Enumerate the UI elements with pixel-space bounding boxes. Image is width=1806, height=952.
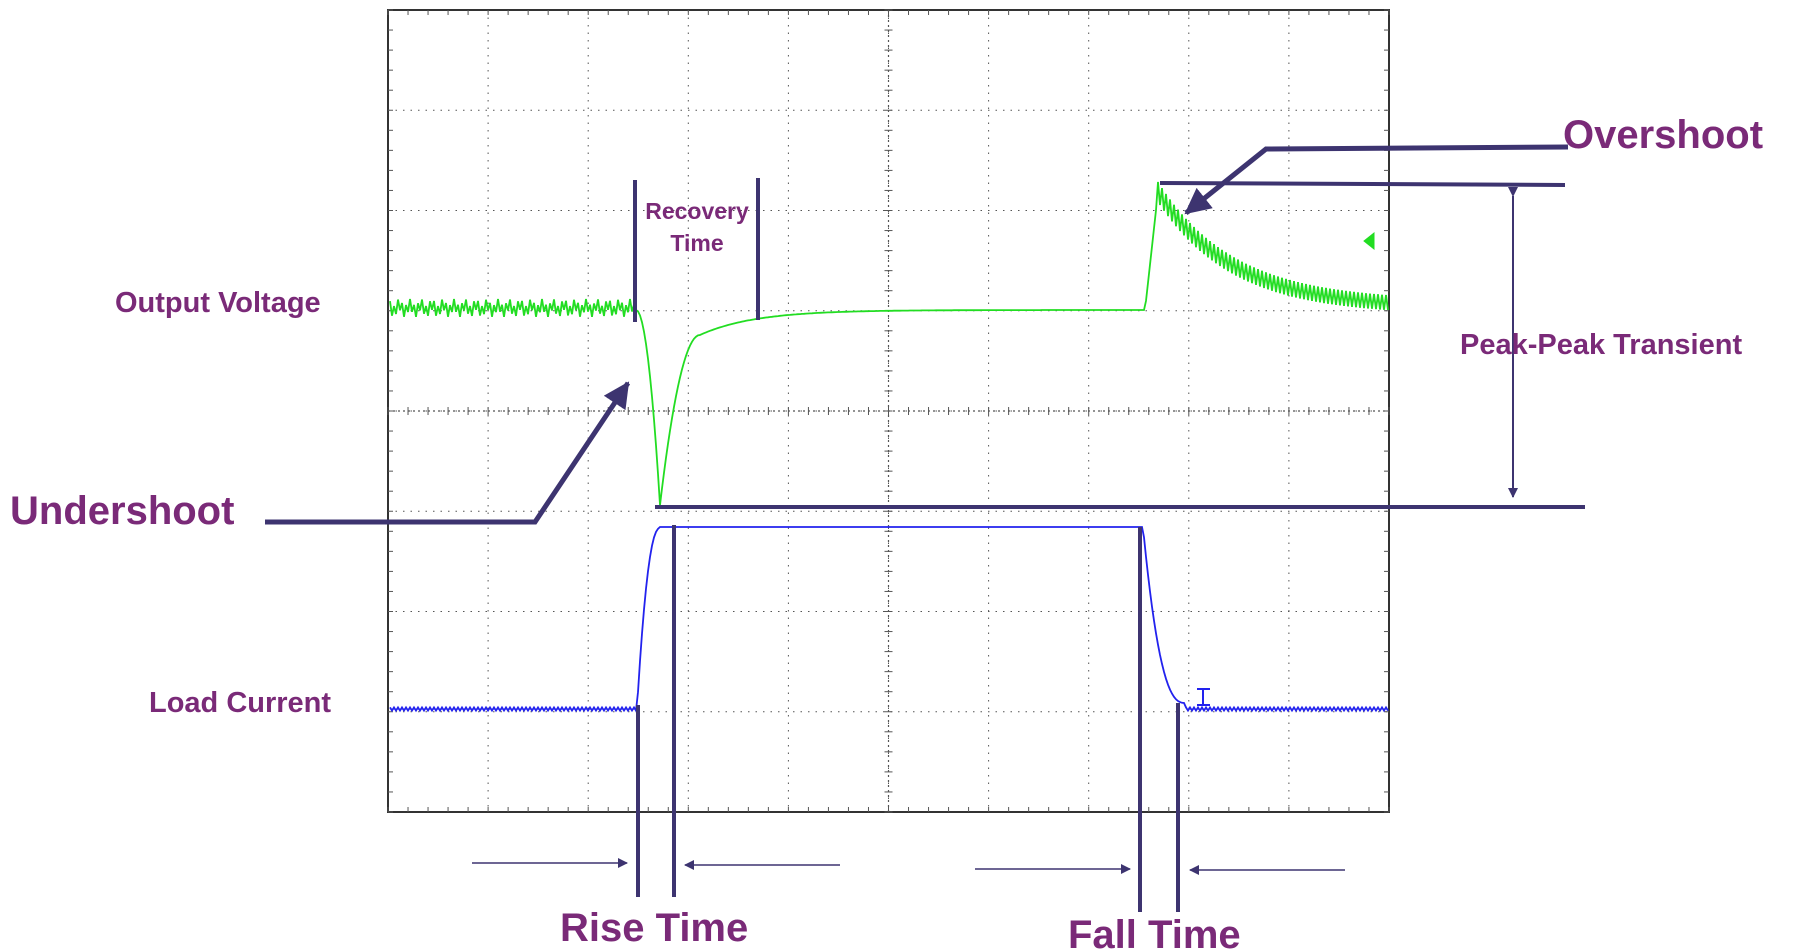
undershoot-label: Undershoot [10, 489, 234, 533]
trigger-level-icon [1363, 231, 1375, 251]
load-current-trace [389, 526, 1389, 714]
peak-peak-transient-label: Peak-Peak Transient [1460, 329, 1742, 361]
overshoot-level-line [1159, 181, 1566, 187]
fall-time-label: Fall Time [1068, 913, 1241, 952]
overshoot-label: Overshoot [1563, 113, 1763, 157]
graticule [387, 9, 1390, 813]
load-current-label: Load Current [149, 687, 331, 719]
rise-time-label: Rise Time [560, 906, 748, 950]
undershoot-leader-arrow [265, 381, 631, 525]
output-voltage-label: Output Voltage [115, 287, 321, 319]
recovery-time-label-line2: Time [670, 230, 723, 256]
output-voltage-trace [389, 181, 1389, 506]
recovery-time-label-line1: Recovery [645, 198, 749, 224]
overshoot-leader-arrow [1184, 144, 1569, 215]
cursor-marker-icon [1197, 688, 1210, 706]
